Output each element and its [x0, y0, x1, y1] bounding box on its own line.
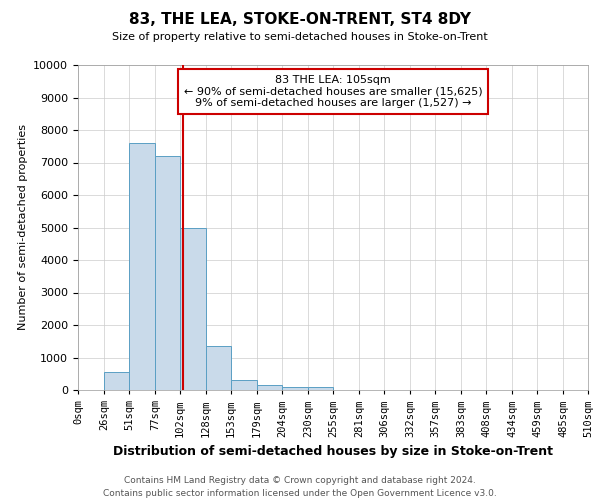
Bar — [155, 156, 180, 390]
Y-axis label: Number of semi-detached properties: Number of semi-detached properties — [18, 124, 28, 330]
Bar — [231, 380, 257, 390]
Bar — [180, 228, 206, 390]
Bar — [308, 388, 333, 390]
Bar — [282, 387, 308, 390]
Bar — [206, 346, 231, 390]
Bar — [257, 385, 282, 390]
X-axis label: Distribution of semi-detached houses by size in Stoke-on-Trent: Distribution of semi-detached houses by … — [113, 445, 553, 458]
Text: Contains HM Land Registry data © Crown copyright and database right 2024.
Contai: Contains HM Land Registry data © Crown c… — [103, 476, 497, 498]
Text: 83 THE LEA: 105sqm
← 90% of semi-detached houses are smaller (15,625)
9% of semi: 83 THE LEA: 105sqm ← 90% of semi-detache… — [184, 74, 482, 108]
Bar — [104, 372, 129, 390]
Text: Size of property relative to semi-detached houses in Stoke-on-Trent: Size of property relative to semi-detach… — [112, 32, 488, 42]
Text: 83, THE LEA, STOKE-ON-TRENT, ST4 8DY: 83, THE LEA, STOKE-ON-TRENT, ST4 8DY — [129, 12, 471, 28]
Bar — [129, 143, 155, 390]
